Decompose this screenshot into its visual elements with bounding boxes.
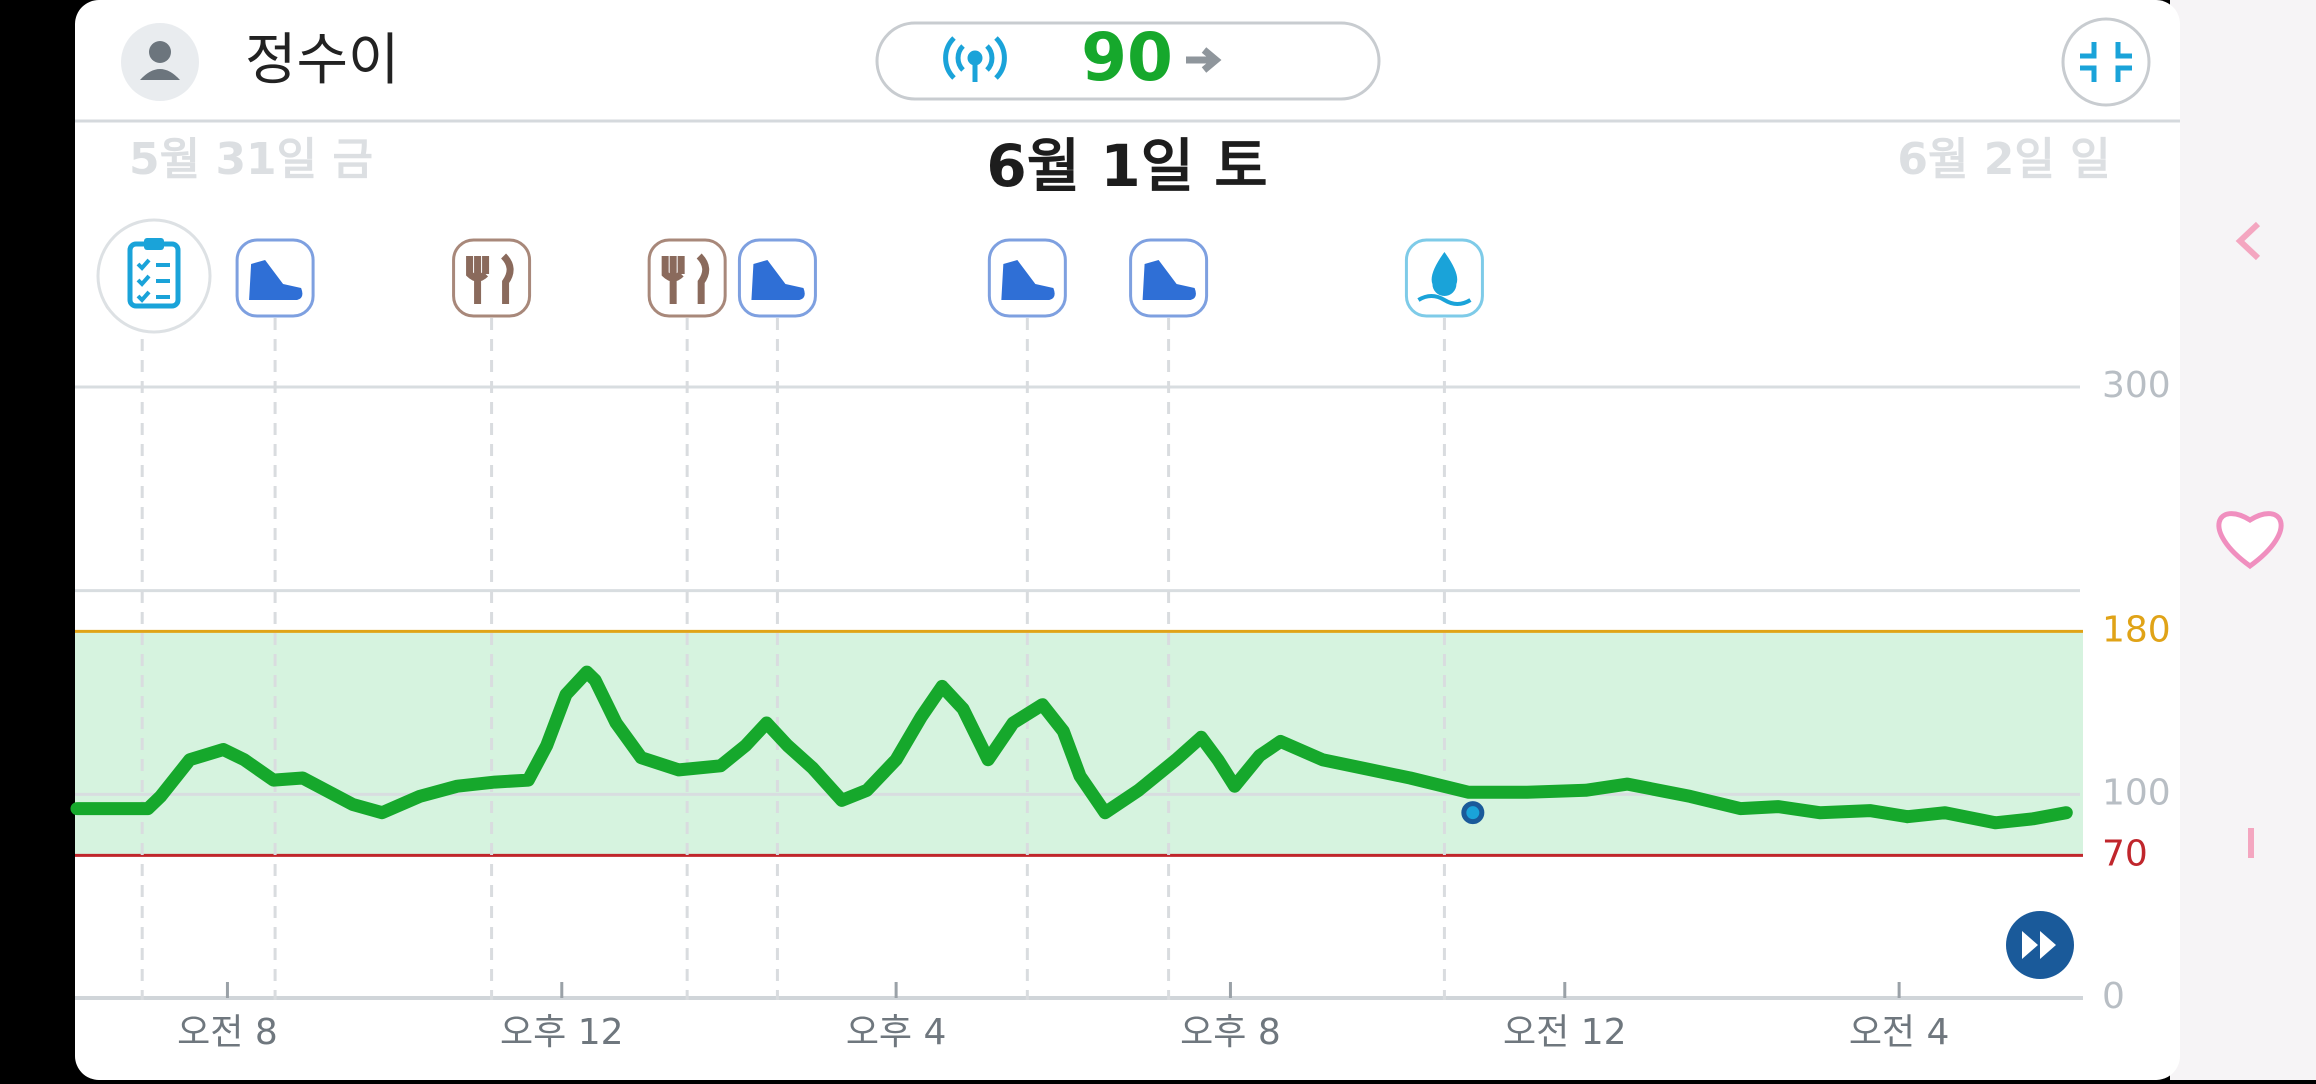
icon-glyph (1431, 252, 1458, 296)
trend-arrow (1186, 47, 1222, 73)
target-range (75, 631, 2083, 856)
y-tick-label: 300 (2102, 365, 2171, 406)
icon-glyph (466, 253, 514, 304)
next-date[interactable]: 6월 2일 일 (1897, 134, 2110, 185)
event-icon[interactable] (235, 238, 315, 318)
icon-glyph (249, 260, 303, 300)
icon-glyph (1001, 260, 1055, 300)
plot: 0 70 100 180 300 오전 8 오후 12 오후 4 오후 8 오전 12 오전 4 (70, 238, 2171, 1053)
event-icon[interactable] (737, 238, 817, 318)
event-icon[interactable] (1404, 238, 1484, 318)
previous-date[interactable]: 5월 31일 금 (129, 134, 373, 185)
current-value: 90 (1081, 19, 1173, 96)
fast-forward-button[interactable] (2006, 911, 2074, 979)
y-tick-label: 180 (2102, 609, 2171, 650)
x-tick-label: 오전 12 (1503, 1012, 1627, 1053)
y-tick-label: 0 (2102, 976, 2125, 1017)
user-name: 정수이 (245, 28, 400, 93)
y-tick-label: 100 (2102, 772, 2171, 813)
x-tick-label: 오후 4 (846, 1012, 947, 1053)
heart-icon[interactable] (2216, 511, 2284, 570)
event-icon[interactable] (647, 238, 727, 318)
icon-glyph (751, 260, 805, 300)
icon-glyph (1417, 294, 1472, 306)
collapse-button[interactable] (2061, 17, 2151, 107)
event-icon[interactable] (1129, 238, 1209, 318)
icon-frame (452, 238, 532, 318)
status-pill[interactable] (875, 21, 1381, 101)
icon-glyph (1142, 260, 1196, 300)
x-tick-label: 오전 8 (177, 1012, 278, 1053)
avatar[interactable] (121, 23, 199, 101)
manual-reading (1461, 801, 1485, 825)
back-icon[interactable] (2235, 221, 2261, 261)
current-date: 6월 1일 토 (986, 132, 1267, 200)
event-icon[interactable] (987, 238, 1067, 318)
report-button[interactable] (96, 218, 212, 334)
icon-frame (647, 238, 727, 318)
signal-icon (943, 36, 1007, 82)
x-tick-label: 오전 4 (1849, 1012, 1950, 1053)
icon-glyph (661, 253, 710, 304)
event-icon[interactable] (452, 238, 532, 318)
glucose-line (70, 665, 2073, 830)
x-tick-label: 오후 12 (500, 1012, 624, 1053)
y-tick-label: 70 (2102, 833, 2148, 874)
x-tick-label: 오후 8 (1180, 1012, 1281, 1053)
